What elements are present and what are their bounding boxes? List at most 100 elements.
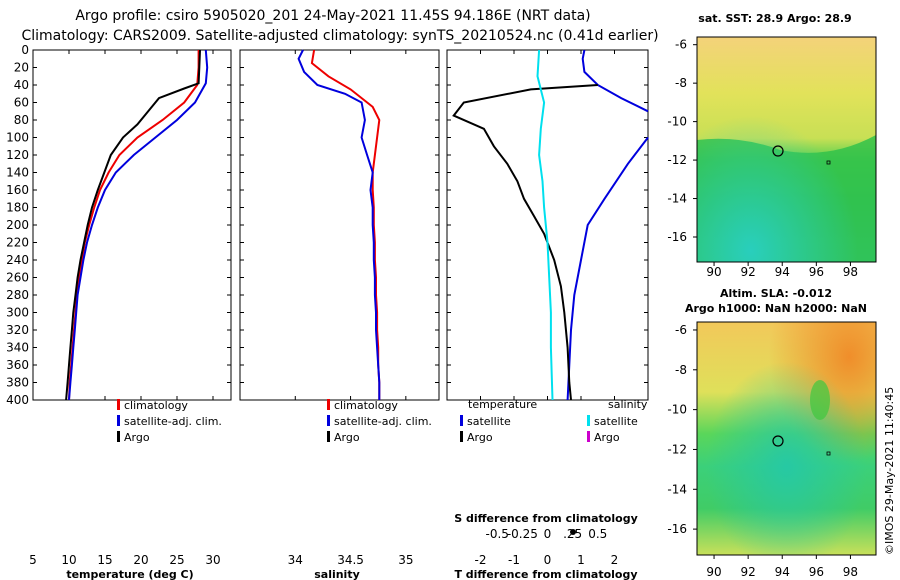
sst-map-title: sat. SST: 28.9 Argo: 28.9 bbox=[698, 12, 851, 25]
legend-satellite: satellite-adj. clim. bbox=[124, 415, 222, 428]
figure-title-line1: Argo profile: csiro 5905020_201 24-May-2… bbox=[75, 8, 590, 24]
salinity-argo-dot bbox=[570, 529, 576, 535]
x-tick-label: 15 bbox=[97, 553, 112, 567]
legend-swatch-s-satellite bbox=[587, 415, 590, 426]
difference-plot-frame bbox=[446, 49, 649, 401]
x-tick-label: -1 bbox=[508, 553, 520, 567]
y-tick-label: 360 bbox=[6, 358, 29, 372]
y-tick-label: 300 bbox=[6, 306, 29, 320]
x2-tick-label: -0.5 bbox=[486, 527, 509, 541]
y-tick-label: 280 bbox=[6, 288, 29, 302]
y-tick-label: 160 bbox=[6, 183, 29, 197]
x-tick-label: 34.5 bbox=[337, 553, 364, 567]
salinity-plot-frame bbox=[239, 49, 440, 401]
y-tick-label: 0 bbox=[21, 43, 29, 57]
legend-swatch-satellite-s bbox=[327, 415, 330, 426]
y-tick-label: 340 bbox=[6, 341, 29, 355]
series-line-t-satellite-lower bbox=[566, 136, 649, 401]
map-y-tick-label: -6 bbox=[675, 323, 687, 337]
map-y-tick-label: -10 bbox=[667, 115, 687, 129]
map-y-tick-label: -6 bbox=[675, 38, 687, 52]
sla-map-image bbox=[697, 322, 876, 555]
map-y-tick-label: -16 bbox=[667, 522, 687, 536]
legend-s-satellite: satellite bbox=[594, 415, 638, 428]
series-line-argo bbox=[65, 49, 201, 401]
legend-salinity-title: salinity bbox=[608, 398, 648, 411]
series-line-climatology bbox=[310, 49, 381, 400]
legend-temperature-title: temperature bbox=[468, 398, 537, 411]
temperature-xlabel: temperature (deg C) bbox=[66, 568, 193, 580]
difference-xlabel2: S difference from climatology bbox=[454, 512, 638, 525]
sst-map-image bbox=[697, 37, 876, 262]
y-tick-label: 40 bbox=[14, 78, 29, 92]
x2-tick-label: 0 bbox=[544, 527, 552, 541]
y-tick-label: 400 bbox=[6, 393, 29, 407]
map-y-tick-label: -14 bbox=[667, 482, 687, 496]
map-y-tick-label: -8 bbox=[675, 363, 687, 377]
x-tick-label: 30 bbox=[205, 553, 220, 567]
map-x-tick-label: 92 bbox=[741, 565, 756, 579]
legend-swatch-argo bbox=[117, 431, 120, 442]
x-tick-label: 34 bbox=[288, 553, 303, 567]
map-x-tick-label: 90 bbox=[706, 565, 721, 579]
salinity-legend: climatology satellite-adj. clim. Argo bbox=[327, 399, 432, 444]
y-tick-label: 320 bbox=[6, 323, 29, 337]
sla-map-panel: Altim. SLA: -0.012 Argo h1000: NaN h2000… bbox=[667, 287, 877, 579]
legend-climatology: climatology bbox=[124, 399, 188, 412]
map-x-tick-label: 94 bbox=[775, 265, 790, 279]
y-tick-label: 260 bbox=[6, 271, 29, 285]
y-tick-label: 200 bbox=[6, 218, 29, 232]
x-tick-label: 25 bbox=[169, 553, 184, 567]
temperature-plot-frame bbox=[32, 49, 232, 401]
series-line-s-satellite bbox=[536, 49, 554, 401]
legend-swatch-t-satellite bbox=[460, 415, 463, 426]
legend-swatch-s-argo bbox=[587, 431, 590, 442]
legend-climatology-s: climatology bbox=[334, 399, 398, 412]
legend-t-argo: Argo bbox=[467, 431, 493, 444]
x2-tick-label: 0.5 bbox=[588, 527, 607, 541]
sst-small-marker bbox=[826, 160, 831, 165]
y-tick-label: 220 bbox=[6, 236, 29, 250]
y-tick-label: 100 bbox=[6, 131, 29, 145]
map-x-tick-label: 98 bbox=[843, 565, 858, 579]
map-y-tick-label: -16 bbox=[667, 230, 687, 244]
sla-argo-marker bbox=[772, 435, 784, 447]
x-tick-label: 1 bbox=[577, 553, 585, 567]
map-x-tick-label: 98 bbox=[843, 265, 858, 279]
y-tick-label: 80 bbox=[14, 113, 29, 127]
x-tick-label: 0 bbox=[544, 553, 552, 567]
map-x-tick-label: 90 bbox=[706, 265, 721, 279]
salinity-panel: 34 34.5 35 salinity climatology satellite-… bbox=[239, 49, 440, 580]
y-tick-label: 20 bbox=[14, 61, 29, 75]
legend-t-satellite: satellite bbox=[467, 415, 511, 428]
legend-argo: Argo bbox=[124, 431, 150, 444]
credit-text: ©IMOS 29-May-2021 11:40:45 bbox=[883, 387, 896, 555]
sst-map-panel: sat. SST: 28.9 Argo: 28.9 -6 -8 -10 -12 -14 -… bbox=[667, 12, 877, 279]
y-tick-label: 240 bbox=[6, 253, 29, 267]
sla-map-title: Altim. SLA: -0.012 bbox=[720, 287, 832, 300]
map-x-tick-label: 96 bbox=[809, 565, 824, 579]
series-line-satellite-adj-clim- bbox=[68, 49, 209, 401]
legend-satellite-s: satellite-adj. clim. bbox=[334, 415, 432, 428]
figure-title-line2: Climatology: CARS2009. Satellite-adjuste… bbox=[21, 28, 658, 44]
y-tick-label: 140 bbox=[6, 166, 29, 180]
series-line-t-argo bbox=[452, 84, 598, 401]
sla-map-subtitle: Argo h1000: NaN h2000: NaN bbox=[685, 302, 867, 315]
legend-argo-s: Argo bbox=[334, 431, 360, 444]
map-x-tick-label: 94 bbox=[775, 565, 790, 579]
x2-tick-label: -0.25 bbox=[507, 527, 538, 541]
x-tick-label: 20 bbox=[133, 553, 148, 567]
legend-swatch-satellite bbox=[117, 415, 120, 426]
x-tick-label: 2 bbox=[611, 553, 619, 567]
legend-swatch-argo-s bbox=[327, 431, 330, 442]
y-tick-label: 380 bbox=[6, 376, 29, 390]
x-tick-label: 35 bbox=[398, 553, 413, 567]
y-tick-label: 60 bbox=[14, 96, 29, 110]
temperature-legend: climatology satellite-adj. clim. Argo bbox=[117, 399, 222, 444]
difference-xlabel: T difference from climatology bbox=[454, 568, 637, 580]
sst-argo-marker bbox=[772, 145, 784, 157]
sla-small-marker bbox=[826, 451, 831, 456]
x-tick-label: -2 bbox=[475, 553, 487, 567]
